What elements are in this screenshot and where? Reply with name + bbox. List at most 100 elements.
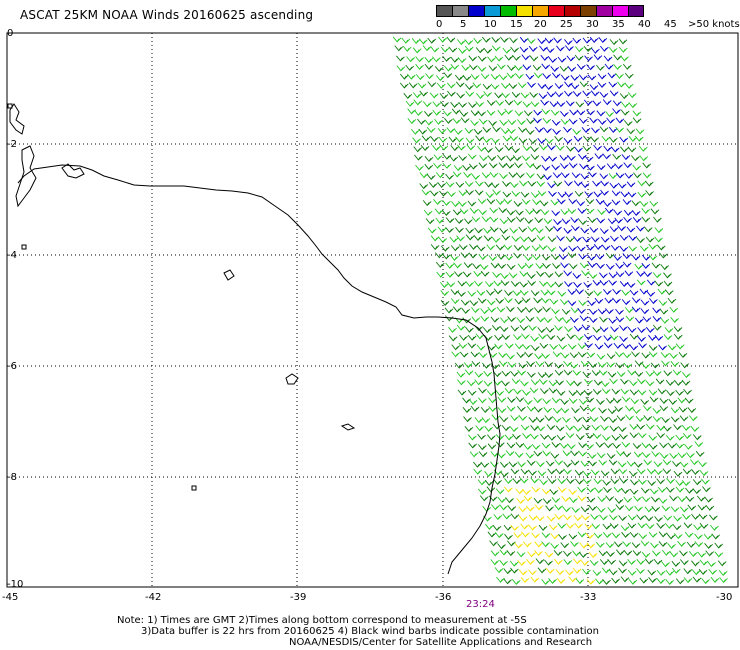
wind-barb [603,342,613,349]
wind-barb [685,487,694,494]
wind-barb [589,416,599,423]
wind-barb [406,73,416,80]
wind-barb [448,136,458,143]
wind-barb [469,163,478,170]
wind-barb [620,109,630,116]
wind-barb [698,568,708,575]
wind-barb [396,55,405,62]
wind-barb [399,73,409,80]
wind-barb [625,315,635,322]
wind-barb [620,576,630,583]
wind-barb [502,191,512,198]
wind-barb [558,534,567,541]
wind-barb [565,522,575,529]
wind-barb [500,461,509,468]
wind-barb [669,453,679,460]
wind-barb [652,324,662,331]
wind-barb [669,352,678,359]
wind-barb [403,93,413,100]
wind-barb [622,253,632,260]
wind-barb [598,369,608,376]
wind-barb [517,369,526,376]
wind-barb [631,155,640,162]
wind-barb [677,397,687,404]
wind-barb [457,389,467,396]
wind-barb [660,264,670,271]
wind-barb [494,567,504,574]
wind-barb [587,300,597,307]
wind-barb [506,209,516,216]
wind-barb [634,135,644,142]
wind-barb [560,118,570,125]
wind-barb [578,300,588,307]
wind-barb [643,226,653,233]
wind-barb [457,379,466,386]
wind-barb [458,190,468,197]
wind-barb [613,486,623,493]
wind-barb [586,496,596,503]
wind-barb [504,297,513,304]
wind-barb [548,155,558,162]
wind-barb [557,191,567,198]
wind-barb [565,45,574,52]
wind-barb [512,433,521,440]
wind-barb [618,560,628,567]
wind-barb [550,543,560,550]
wind-barb [629,380,638,387]
wind-barb [581,424,591,431]
wind-barb [427,81,437,88]
wind-barb [577,351,587,358]
wind-barb [607,507,617,514]
wind-barb [644,515,654,522]
wind-barb [585,198,595,205]
wind-barb [632,550,642,557]
wind-barb [551,442,561,449]
wind-barb [605,252,615,259]
wind-barb [636,468,646,475]
wind-barb [576,389,585,396]
legend-labels: 0 5 10 15 20 25 30 35 40 45 >50 knots [436,17,740,31]
wind-barb [650,542,659,549]
wind-barb [587,406,596,413]
wind-barb [691,468,700,475]
wind-barb [504,290,513,297]
wind-barb [605,542,615,549]
wind-barb [555,379,564,386]
wind-barb [580,460,590,467]
wind-barb [562,450,572,457]
wind-barb [483,235,493,242]
wind-barb [499,119,509,126]
wind-barb [465,227,475,234]
wind-barb [506,405,516,412]
wind-barb [641,208,651,215]
wind-barb [454,271,463,278]
wind-barb [518,414,528,421]
wind-barb [623,496,633,503]
wind-barb [519,236,529,243]
wind-barb [495,244,505,251]
wind-barb [513,252,522,259]
wind-barbs [392,36,728,586]
wind-barb [672,524,682,531]
wind-barb [627,559,636,566]
wind-barb [522,488,531,495]
wind-barb [563,360,572,367]
wind-barb [499,218,509,225]
wind-barb [452,118,462,125]
wind-barb [430,235,440,242]
wind-barb [534,227,544,234]
wind-barb [551,119,561,126]
lon-tick-label: -42 [145,592,162,603]
wind-barb [471,316,481,323]
wind-barb [667,297,677,304]
wind-barb [407,118,417,125]
wind-barb [615,351,624,358]
wind-barb [597,119,607,126]
wind-barb [515,442,525,449]
wind-barb [574,146,583,153]
wind-barb [638,145,648,152]
wind-barb [495,389,505,396]
wind-barb [520,468,530,475]
wind-barb [675,389,684,396]
wind-barb [545,326,555,333]
